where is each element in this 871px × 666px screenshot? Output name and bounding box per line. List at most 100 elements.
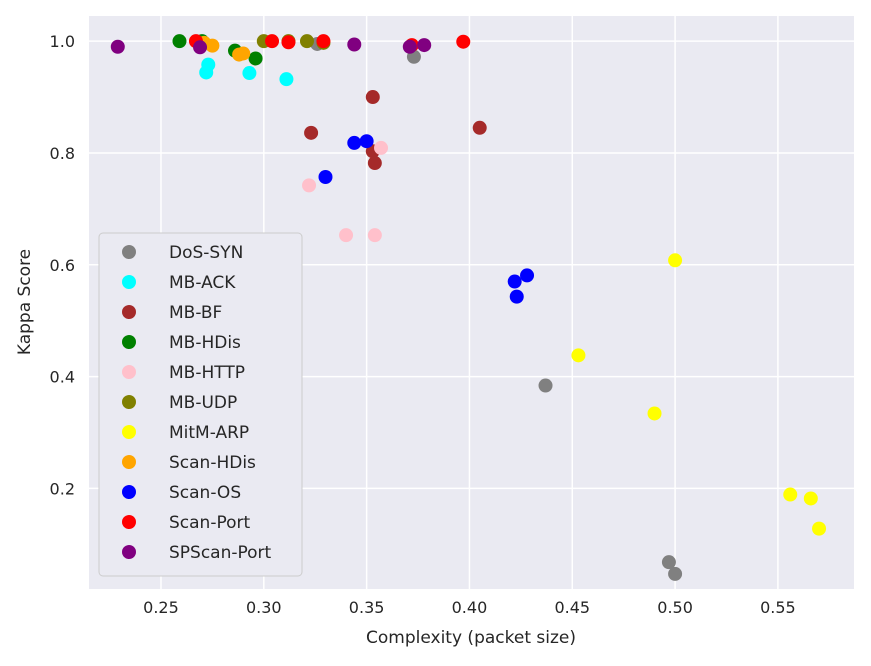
series-spscan-port — [110, 37, 432, 55]
legend-item: MB-HDis — [122, 333, 241, 353]
data-point — [279, 72, 294, 87]
legend-label: Scan-Port — [169, 513, 250, 533]
data-point — [402, 39, 417, 54]
data-point — [571, 348, 586, 363]
y-axis-title: Kappa Score — [15, 249, 35, 355]
data-point — [242, 66, 257, 81]
x-tick-label: 0.30 — [246, 598, 282, 617]
data-point — [365, 90, 380, 105]
data-point — [812, 521, 827, 536]
series-mb-bf — [304, 90, 487, 171]
legend-marker — [122, 485, 136, 499]
data-point — [647, 406, 662, 421]
legend-marker — [122, 365, 136, 379]
legend-item: MB-UDP — [122, 393, 237, 413]
legend-label: Scan-HDis — [169, 453, 256, 473]
data-point — [110, 39, 125, 54]
legend-item: SPScan-Port — [122, 543, 272, 563]
legend-label: SPScan-Port — [169, 543, 272, 563]
data-point — [507, 274, 522, 289]
legend-marker — [122, 425, 136, 439]
data-point — [661, 555, 676, 570]
data-point — [417, 38, 432, 53]
series-mitm-arp — [571, 253, 827, 536]
data-point — [199, 65, 214, 80]
x-tick-label: 0.50 — [657, 598, 693, 617]
data-point — [347, 135, 362, 150]
legend-item: Scan-HDis — [122, 453, 256, 473]
data-points — [110, 34, 827, 581]
data-point — [668, 253, 683, 268]
legend-marker — [122, 335, 136, 349]
legend-item: Scan-OS — [122, 483, 241, 503]
legend-label: MB-ACK — [169, 273, 236, 293]
data-point — [520, 268, 535, 283]
legend-label: DoS-SYN — [169, 243, 243, 263]
data-point — [359, 134, 374, 149]
x-tick-label: 0.55 — [760, 598, 796, 617]
legend-item: MitM-ARP — [122, 423, 249, 443]
x-tick-label: 0.40 — [452, 598, 488, 617]
legend-item: MB-HTTP — [122, 363, 245, 383]
data-point — [783, 487, 798, 502]
data-point — [248, 51, 263, 66]
legend-label: MitM-ARP — [169, 423, 249, 443]
legend-label: MB-UDP — [169, 393, 237, 413]
legend-items: DoS-SYN MB-ACK MB-BF MB-HDis MB-HTTP MB-UDP Mi… — [122, 243, 272, 563]
legend-marker — [122, 275, 136, 289]
legend: DoS-SYN MB-ACK MB-BF MB-HDis MB-HTTP MB-UDP Mi… — [98, 232, 303, 577]
data-point — [456, 34, 471, 49]
data-point — [205, 38, 220, 53]
data-point — [172, 34, 187, 49]
data-point — [281, 35, 296, 50]
data-point — [538, 378, 553, 393]
y-tick-label: 0.8 — [50, 144, 75, 163]
legend-marker — [122, 305, 136, 319]
x-tick-label: 0.25 — [143, 598, 179, 617]
legend-item: MB-BF — [122, 303, 222, 323]
series-mb-http — [302, 140, 389, 243]
legend-label: MB-BF — [169, 303, 222, 323]
y-tick-label: 0.6 — [50, 256, 75, 275]
legend-label: Scan-OS — [169, 483, 241, 503]
data-point — [509, 289, 524, 304]
legend-item: Scan-Port — [122, 513, 250, 533]
legend-label: MB-HDis — [169, 333, 241, 353]
data-point — [304, 125, 319, 140]
legend-marker — [122, 455, 136, 469]
legend-marker — [122, 245, 136, 259]
data-point — [472, 120, 487, 135]
data-point — [374, 140, 389, 155]
series-mb-ack — [199, 57, 294, 87]
x-tick-label: 0.45 — [554, 598, 590, 617]
data-point — [803, 491, 818, 506]
legend-label: MB-HTTP — [169, 363, 245, 383]
data-point — [236, 46, 251, 61]
legend-marker — [122, 515, 136, 529]
data-point — [318, 169, 333, 184]
data-point — [302, 178, 317, 193]
data-point — [265, 34, 280, 49]
data-point — [299, 34, 314, 49]
legend-item: MB-ACK — [122, 273, 236, 293]
y-axis-ticks: 0.2 0.4 0.6 0.8 1.0 — [50, 32, 75, 498]
legend-box — [98, 232, 303, 577]
legend-marker — [122, 545, 136, 559]
legend-marker — [122, 395, 136, 409]
y-tick-label: 0.2 — [50, 479, 75, 498]
data-point — [367, 156, 382, 171]
y-tick-label: 0.4 — [50, 368, 75, 387]
data-point — [316, 34, 331, 49]
x-tick-label: 0.35 — [349, 598, 385, 617]
series-scan-os — [318, 134, 535, 304]
data-point — [193, 40, 208, 55]
x-axis-title: Complexity (packet size) — [366, 628, 576, 648]
x-axis-ticks: 0.25 0.30 0.35 0.40 0.45 0.50 0.55 — [143, 598, 796, 617]
data-point — [347, 37, 362, 52]
data-point — [668, 566, 683, 581]
y-tick-label: 1.0 — [50, 32, 75, 51]
data-point — [367, 228, 382, 243]
data-point — [339, 228, 354, 243]
legend-item: DoS-SYN — [122, 243, 243, 263]
